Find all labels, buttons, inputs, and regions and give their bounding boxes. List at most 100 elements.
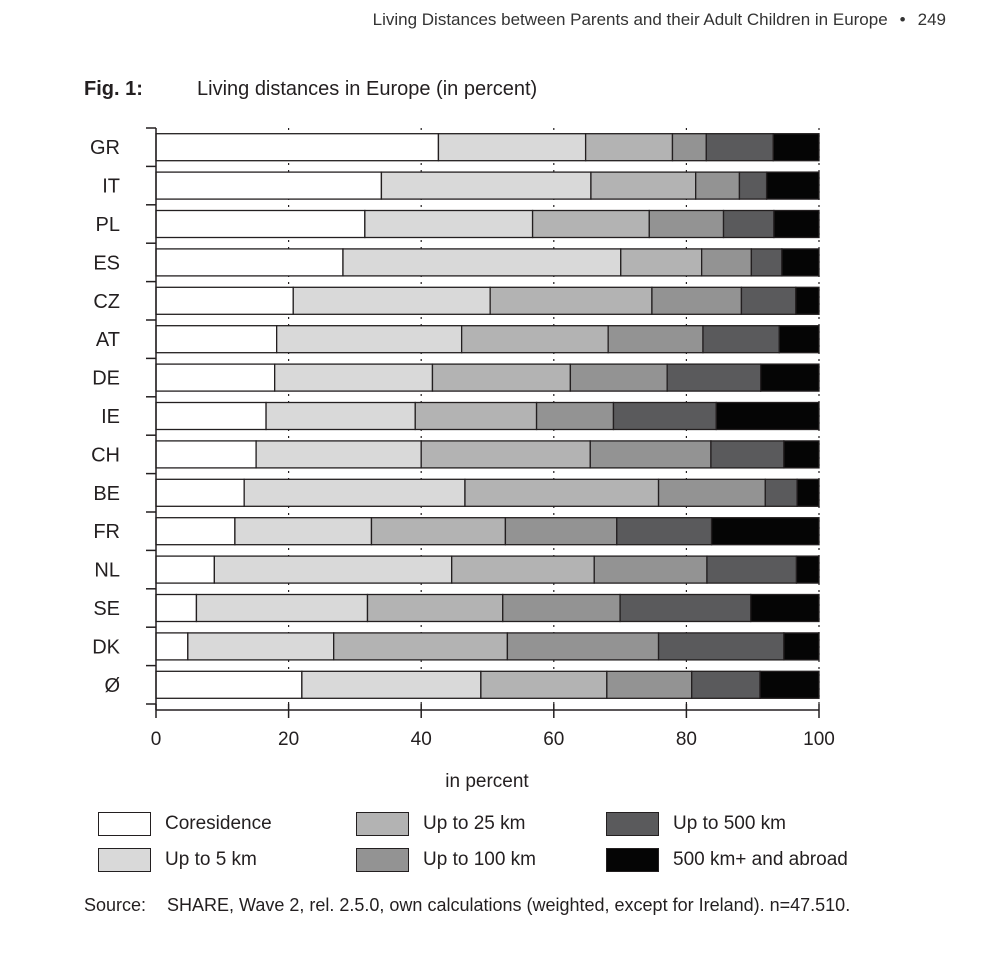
bar-segment [666, 363, 762, 392]
legend-item-coresidence: Coresidence [98, 812, 272, 836]
bar-segment [243, 478, 466, 507]
bar-segment [535, 401, 615, 431]
bar-segment [420, 440, 591, 469]
bar-segment [380, 171, 592, 200]
bar-segment [695, 171, 741, 200]
legend-swatch [356, 848, 409, 872]
x-tick-label: 0 [151, 729, 162, 750]
bar-segment [710, 440, 785, 469]
bar-segment [506, 632, 660, 661]
category-label: CH [91, 444, 120, 466]
bar-segment [155, 440, 257, 469]
bar-segment [750, 593, 820, 623]
legend-swatch [606, 848, 659, 872]
bar-segment [648, 209, 725, 239]
category-label: IT [102, 176, 120, 198]
bar-segment [155, 325, 278, 354]
bar-segment [705, 133, 774, 162]
bar-segment [333, 632, 509, 661]
bar-segment [722, 209, 775, 239]
legend-label: Up to 100 km [423, 849, 536, 870]
bar-segment [155, 632, 189, 661]
bar-segment [155, 171, 383, 200]
bar-segment [504, 517, 618, 546]
bar-segment [691, 670, 761, 699]
running-head: Living Distances between Parents and the… [373, 10, 946, 30]
bar-segment [750, 248, 783, 277]
legend-item-500km-plus-abroad: 500 km+ and abroad [606, 848, 848, 872]
figure-label: Fig. 1: [84, 78, 143, 100]
bar-segment [612, 401, 717, 431]
bar-segment [589, 440, 712, 469]
bar-segment [620, 248, 703, 277]
category-label: FR [93, 521, 120, 543]
legend-swatch [356, 812, 409, 836]
bar-segment [187, 632, 335, 661]
bar-segment [760, 363, 820, 392]
bar-segment [502, 593, 621, 623]
running-head-title: Living Distances between Parents and the… [372, 10, 888, 29]
source-label: Source: [84, 895, 147, 915]
bar-segment [370, 517, 507, 546]
bar-segment [155, 286, 294, 315]
bar-segment [195, 593, 369, 623]
bar-segment [783, 632, 820, 661]
legend: Coresidence Up to 5 km Up to 25 km Up to… [98, 812, 918, 876]
bar-segment [569, 363, 668, 392]
bar-segment [437, 133, 587, 162]
bar-segment [772, 133, 820, 162]
legend-label: Up to 5 km [165, 849, 257, 870]
bar-segment [155, 248, 344, 277]
bar-segment [414, 401, 538, 431]
bar-segment [292, 286, 491, 315]
bar-segment [366, 593, 504, 623]
bar-segment [702, 325, 780, 354]
x-tick-label: 60 [543, 729, 564, 750]
category-label: GR [90, 137, 120, 159]
bar-segment [710, 517, 820, 546]
category-label: BE [93, 483, 120, 505]
bar-segment [584, 133, 674, 162]
category-label: AT [96, 329, 120, 351]
bar-segment [773, 209, 820, 239]
axes: GR IT PL ES CZ AT DE IE CH BE FR NL SE DK Ø 0 20 40 60 80 10… [90, 127, 835, 750]
bar-segment [364, 209, 534, 239]
category-label: IE [101, 406, 120, 428]
legend-item-up-to-25km: Up to 25 km [356, 812, 525, 836]
x-axis-label: in percent [445, 771, 529, 792]
bar-segment [155, 670, 303, 699]
bar-segment [759, 670, 820, 699]
bar-segment [795, 555, 820, 584]
bar-segment [606, 670, 693, 699]
category-label: NL [94, 560, 120, 582]
bar-segment [155, 555, 215, 584]
legend-swatch [98, 848, 151, 872]
page-number: 249 [917, 10, 946, 29]
stacked-bar-chart: GR IT PL ES CZ AT DE IE CH BE FR NL SE DK Ø 0 20 40 60 80 10… [90, 127, 835, 792]
legend-item-up-to-500km: Up to 500 km [606, 812, 786, 836]
category-label: SE [93, 598, 120, 620]
x-tick-label: 40 [411, 729, 432, 750]
bar-segment [706, 555, 798, 584]
bar-segment [700, 248, 753, 277]
legend-label: Up to 25 km [423, 813, 526, 834]
bar-segment [778, 325, 820, 354]
category-label: Ø [104, 675, 120, 697]
bar-segment [265, 401, 416, 431]
bar-segment [255, 440, 422, 469]
bar-segment [431, 363, 572, 392]
bar-segment [460, 325, 609, 354]
bar-segment [651, 286, 743, 315]
source-note: Source: SHARE, Wave 2, rel. 2.5.0, own c… [84, 894, 946, 917]
bar-segment [783, 440, 820, 469]
bar-segment [616, 517, 713, 546]
bar-segment [590, 171, 697, 200]
category-label: PL [96, 214, 120, 236]
bar-segment [593, 555, 708, 584]
bar-segment [274, 363, 434, 392]
legend-label: Up to 500 km [673, 813, 786, 834]
bar-segment [764, 478, 798, 507]
bar-segment [657, 478, 766, 507]
legend-item-up-to-100km: Up to 100 km [356, 848, 536, 872]
figure-title: Living distances in Europe (in percent) [197, 78, 538, 100]
